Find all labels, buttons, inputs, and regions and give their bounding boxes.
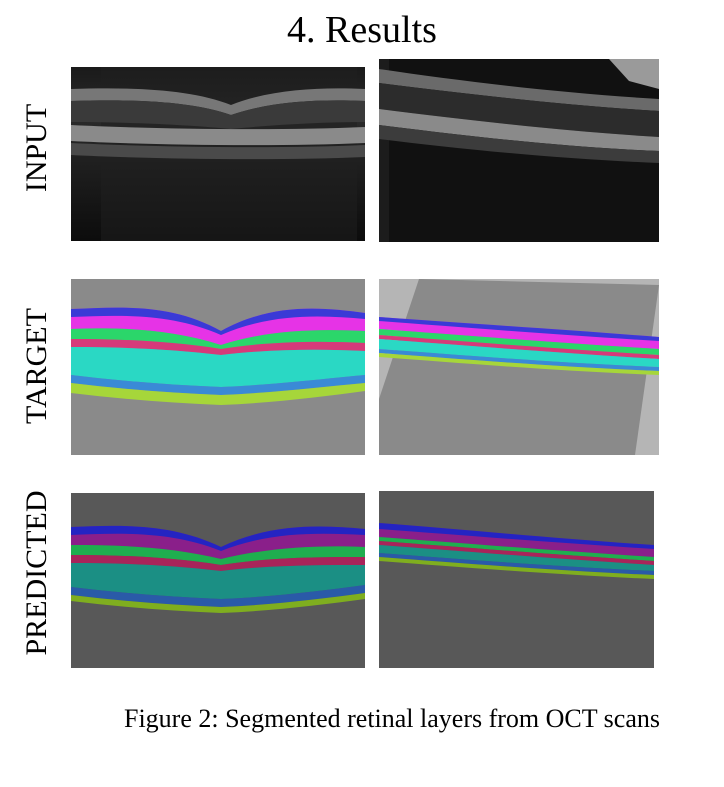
predicted-segmentation-left [71, 493, 365, 668]
input-scan-left [71, 67, 365, 241]
row-label-input: INPUT [20, 103, 53, 193]
row-label-target: TARGET [20, 308, 53, 424]
figure-title: 4. Results [287, 9, 437, 51]
target-segmentation-left [71, 279, 365, 455]
row-label-predicted: PREDICTED [20, 490, 53, 656]
predicted-segmentation-right [379, 491, 654, 668]
figure-caption: Figure 2: Segmented retinal layers from … [123, 704, 660, 733]
input-scan-right [379, 59, 659, 242]
target-segmentation-right [379, 279, 659, 455]
